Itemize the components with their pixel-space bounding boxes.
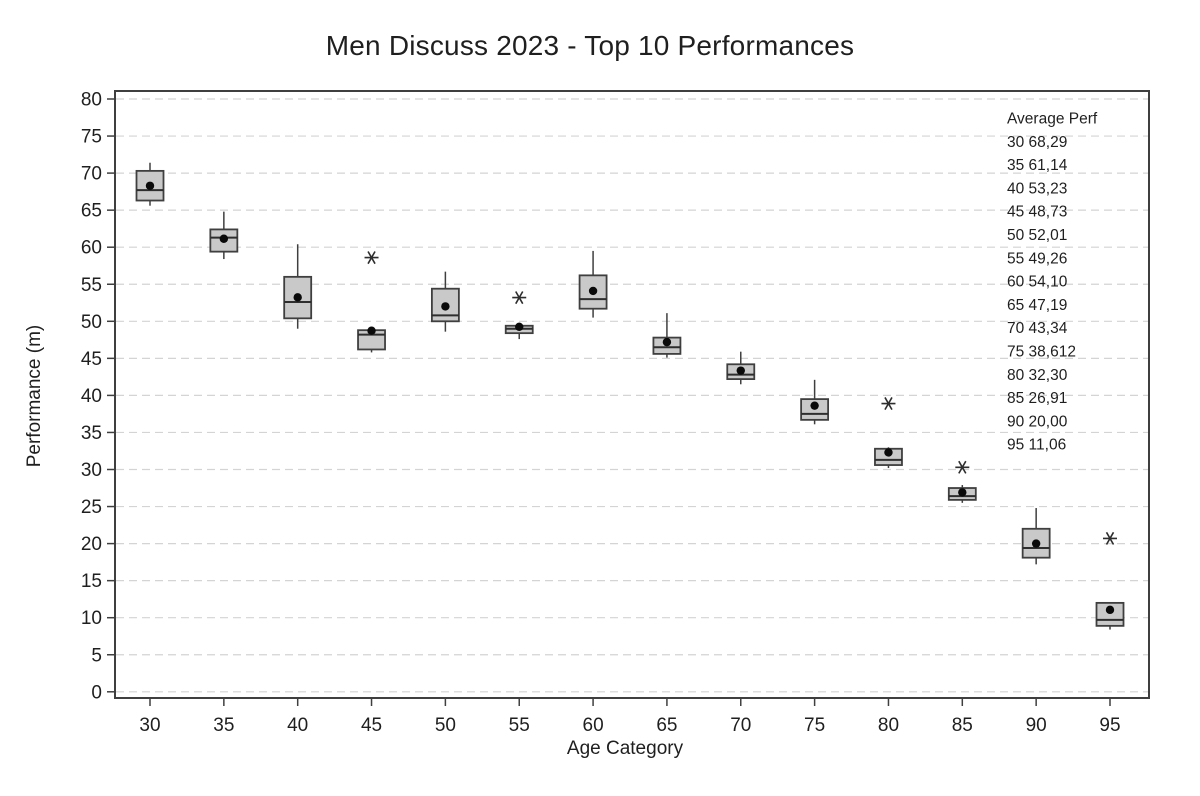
mean-dot [515, 322, 524, 331]
y-tick-label: 15 [81, 571, 102, 592]
y-tick-label: 55 [81, 275, 102, 296]
outlier-star [512, 291, 527, 305]
box-group-70 [726, 351, 756, 385]
annotation-row: 85 26,91 [1007, 390, 1067, 407]
mean-dot [884, 448, 893, 457]
annotation-title: Average Perf [1007, 111, 1098, 128]
box-group-75 [800, 379, 830, 425]
box-group-95 [1095, 531, 1125, 630]
x-tick-label: 65 [656, 715, 677, 736]
annotation-row: 55 49,26 [1007, 250, 1067, 267]
mean-dot [1105, 605, 1115, 615]
y-tick-label: 25 [81, 497, 102, 518]
box-group-60 [578, 250, 608, 318]
chart-title: Men Discuss 2023 - Top 10 Performances [325, 30, 855, 61]
y-tick-label: 5 [91, 645, 102, 666]
outlier-star [364, 251, 379, 265]
x-tick-label: 90 [1026, 715, 1047, 736]
y-tick-label: 10 [81, 608, 102, 629]
mean-dot [367, 326, 376, 335]
box-group-50 [430, 271, 460, 332]
annotation-row: 65 47,19 [1007, 297, 1067, 314]
outlier-star [955, 460, 970, 474]
y-tick-label: 50 [81, 312, 102, 333]
mean-dot [810, 401, 819, 410]
y-tick-label: 60 [81, 238, 102, 259]
mean-dot [736, 366, 745, 375]
outlier-star [881, 397, 896, 411]
box-group-45 [357, 251, 386, 353]
box-group-40 [283, 244, 313, 329]
annotation-row: 30 68,29 [1007, 134, 1067, 151]
x-tick-label: 85 [952, 715, 973, 736]
mean-dot [441, 302, 450, 311]
outlier-star [1103, 531, 1117, 545]
x-tick-label: 75 [804, 715, 825, 736]
mean-dot [219, 234, 229, 243]
annotation-row: 95 11,06 [1007, 437, 1066, 454]
mean-dot [588, 286, 598, 296]
box-group-90 [1021, 508, 1051, 565]
annotation-row: 50 52,01 [1007, 227, 1067, 244]
mean-dot [958, 488, 967, 497]
annotation-row: 75 38,612 [1007, 344, 1076, 361]
y-tick-label: 40 [81, 386, 102, 407]
x-tick-label: 40 [287, 715, 308, 736]
y-tick-label: 45 [81, 349, 102, 370]
box-group-65 [652, 313, 682, 358]
mean-dot [293, 293, 302, 302]
annotation-row: 40 53,23 [1007, 180, 1067, 197]
box-group-80 [874, 397, 903, 469]
plot-frame [114, 90, 1150, 699]
y-tick-label: 35 [81, 423, 102, 444]
y-tick-label: 80 [81, 90, 102, 111]
y-tick-label: 0 [91, 682, 102, 703]
box-group-30 [135, 162, 165, 206]
x-tick-label: 95 [1099, 715, 1120, 736]
y-tick-label: 65 [81, 201, 102, 222]
x-tick-label: 45 [361, 715, 382, 736]
y-tick-label: 70 [81, 164, 102, 185]
annotation-row: 45 48,73 [1007, 204, 1067, 221]
y-tick-label: 75 [81, 127, 102, 148]
box-group-35 [209, 211, 239, 260]
box-group-55 [504, 291, 534, 340]
y-tick-label: 20 [81, 534, 102, 555]
x-tick-label: 35 [213, 715, 234, 736]
annotation-row: 90 20,00 [1007, 413, 1068, 430]
mean-dot [145, 181, 155, 190]
y-tick-label: 30 [81, 460, 102, 481]
x-tick-label: 30 [139, 715, 160, 736]
box-group-85 [947, 460, 977, 503]
mean-dot [1031, 539, 1041, 548]
x-tick-label: 70 [730, 715, 751, 736]
x-axis-title: Age Category [566, 738, 684, 759]
x-tick-label: 55 [509, 715, 530, 736]
annotation-row: 60 54,10 [1007, 274, 1068, 291]
mean-dot [662, 337, 672, 347]
x-tick-label: 50 [435, 715, 456, 736]
annotation-row: 70 43,34 [1007, 320, 1068, 337]
x-tick-label: 80 [878, 715, 899, 736]
x-tick-label: 60 [583, 715, 604, 736]
annotation-row: 80 32,30 [1007, 367, 1068, 384]
annotation-row: 35 61,14 [1007, 157, 1068, 174]
